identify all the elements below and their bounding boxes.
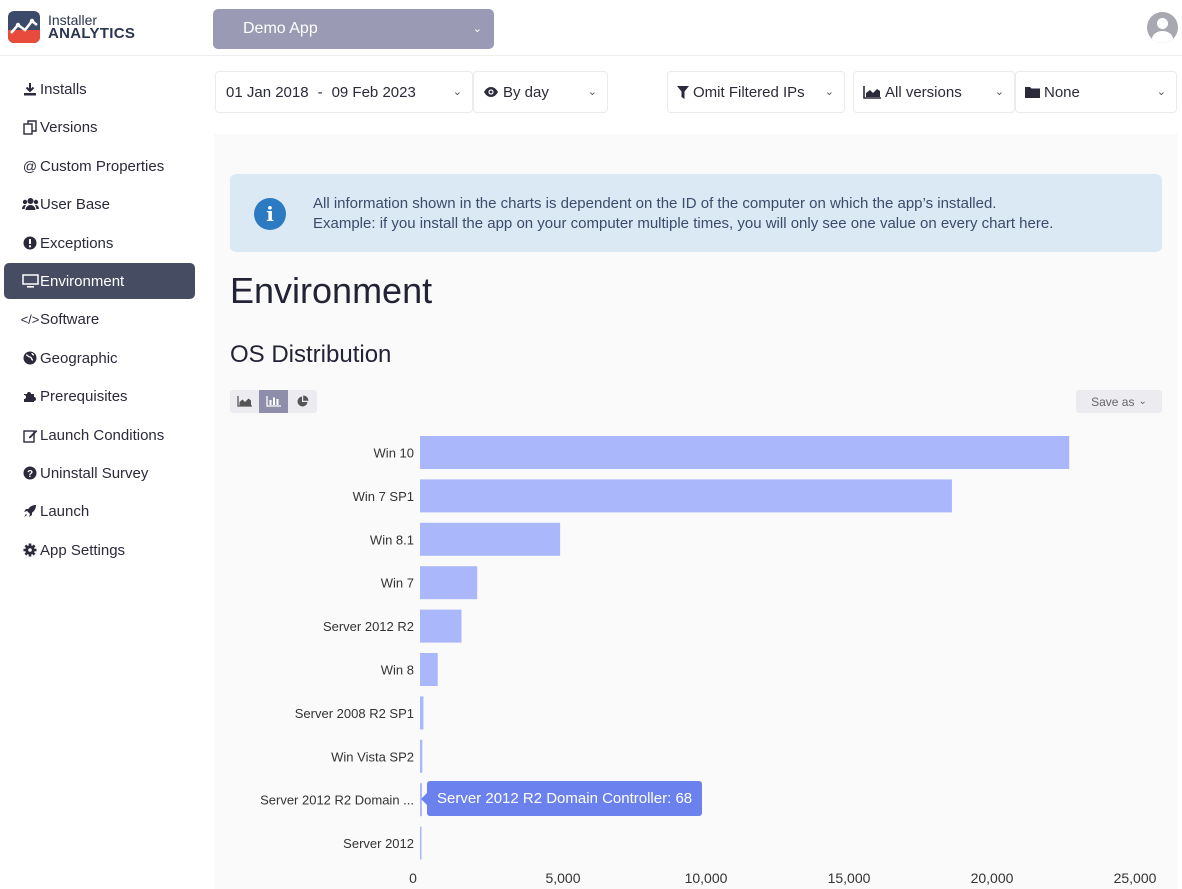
category-label: Win 10: [374, 446, 414, 461]
user-avatar[interactable]: [1147, 12, 1178, 43]
at-icon: @: [22, 158, 38, 174]
pie-chart-toggle[interactable]: [288, 390, 317, 413]
edit-icon: [20, 428, 40, 443]
chevron-down-icon: ⌄: [824, 86, 834, 98]
group-value: None: [1044, 83, 1080, 101]
page-title: Environment: [230, 270, 433, 311]
sidebar-item-versions[interactable]: Versions: [4, 109, 195, 145]
versions-select[interactable]: All versions ⌄: [853, 71, 1015, 113]
folder-icon: [1025, 86, 1040, 98]
category-label: Win 8: [381, 663, 414, 678]
info-line2: Example: if you install the app on your …: [313, 215, 1054, 232]
eye-icon: [483, 86, 499, 98]
chevron-down-icon: ⌄: [994, 86, 1004, 98]
chart-type-toggle: [230, 390, 317, 413]
category-label: Win 7 SP1: [353, 489, 414, 504]
bar-0[interactable]: [420, 436, 1070, 469]
sidebar-item-uninstall-survey[interactable]: ? Uninstall Survey: [4, 455, 195, 491]
chevron-down-icon: ⌄: [1138, 396, 1147, 407]
sidebar-item-launch[interactable]: Launch: [4, 493, 195, 529]
code-icon: </>: [20, 311, 40, 327]
x-tick-label: 15,000: [828, 870, 871, 886]
x-tick-label: 25,000: [1114, 870, 1157, 886]
desktop-icon: [20, 274, 40, 288]
bar-chart-toggle[interactable]: [259, 390, 288, 413]
bar-6[interactable]: [420, 696, 424, 730]
exclamation-icon: [20, 236, 40, 250]
filter-icon: [677, 85, 689, 99]
sidebar-item-prerequisites[interactable]: Prerequisites: [4, 378, 195, 414]
ip-filter-value: Omit Filtered IPs: [693, 83, 805, 101]
bar-2[interactable]: [420, 522, 561, 556]
x-tick-label: 10,000: [685, 870, 728, 886]
granularity-value: By day: [503, 83, 549, 101]
save-as-button[interactable]: Save as ⌄: [1076, 390, 1162, 413]
group-select[interactable]: None ⌄: [1015, 71, 1177, 113]
sidebar: Installs Versions @ Custom Properties Use…: [0, 56, 200, 889]
info-icon: i: [254, 198, 286, 230]
area-chart-icon: [863, 85, 881, 99]
logo-icon: [8, 11, 40, 43]
app-logo[interactable]: Installer ANALYTICS: [8, 11, 135, 43]
granularity-select[interactable]: By day ⌄: [473, 71, 608, 113]
date-end: 09 Feb 2023: [331, 83, 416, 101]
bar-4[interactable]: [420, 609, 462, 643]
rocket-icon: [20, 504, 40, 518]
chevron-down-icon: ⌄: [472, 23, 482, 35]
category-label: Win 7: [381, 576, 414, 591]
puzzle-icon: [20, 389, 40, 403]
sidebar-item-environment[interactable]: Environment: [4, 263, 195, 299]
section-title: OS Distribution: [230, 341, 392, 368]
category-label: Win 8.1: [370, 532, 414, 547]
bar-5[interactable]: [420, 653, 438, 686]
download-icon: [20, 82, 40, 96]
area-chart-toggle[interactable]: [230, 390, 259, 413]
svg-text:?: ?: [27, 469, 33, 480]
bar-7[interactable]: [420, 739, 423, 773]
category-label: Server 2012 R2 Domain ...: [260, 793, 414, 808]
chevron-down-icon: ⌄: [452, 86, 462, 98]
users-icon: [20, 197, 40, 211]
bar-3[interactable]: [420, 566, 478, 600]
category-label: Server 2008 R2 SP1: [295, 706, 414, 721]
sidebar-item-geographic[interactable]: Geographic: [4, 340, 195, 376]
date-start: 01 Jan 2018: [226, 83, 309, 101]
sidebar-item-installs[interactable]: Installs: [4, 71, 195, 107]
category-label: Server 2012: [343, 836, 414, 851]
globe-icon: [20, 351, 40, 365]
sidebar-item-launch-conditions[interactable]: Launch Conditions: [4, 417, 195, 453]
app-selector[interactable]: Demo App ⌄: [213, 9, 494, 49]
x-tick-label: 20,000: [971, 870, 1014, 886]
bar-1[interactable]: [420, 479, 952, 513]
info-line1: All information shown in the charts is d…: [313, 195, 997, 212]
brand-line1: Installer: [48, 12, 98, 28]
sidebar-item-app-settings[interactable]: App Settings: [4, 532, 195, 568]
bar-8[interactable]: [420, 783, 422, 817]
category-label: Server 2012 R2: [323, 619, 414, 634]
chart-tooltip: Server 2012 R2 Domain Controller: 68: [420, 781, 703, 816]
versions-value: All versions: [885, 83, 962, 101]
gear-icon: [20, 543, 40, 557]
top-bar: Installer ANALYTICS Demo App ⌄: [0, 0, 1182, 56]
bar-9[interactable]: [420, 826, 422, 860]
date-range-picker[interactable]: 01 Jan 2018 - 09 Feb 2023 ⌄: [215, 71, 473, 113]
info-banner: i All information shown in the charts is…: [230, 174, 1162, 252]
app-selector-value: Demo App: [243, 20, 318, 37]
ip-filter-select[interactable]: Omit Filtered IPs ⌄: [667, 71, 845, 113]
category-label: Win Vista SP2: [331, 749, 414, 764]
x-tick-label: 0: [409, 870, 417, 886]
copy-icon: [20, 119, 40, 135]
chevron-down-icon: ⌄: [587, 86, 597, 98]
chevron-down-icon: ⌄: [1156, 86, 1166, 98]
sidebar-item-exceptions[interactable]: Exceptions: [4, 225, 195, 261]
sidebar-item-software[interactable]: </> Software: [20, 310, 100, 328]
x-tick-label: 5,000: [545, 870, 580, 886]
sidebar-item-user-base[interactable]: User Base: [4, 186, 195, 222]
question-icon: ?: [20, 466, 40, 480]
brand-line2: ANALYTICS: [48, 25, 136, 42]
sidebar-item-custom-properties[interactable]: @ Custom Properties: [4, 148, 195, 184]
